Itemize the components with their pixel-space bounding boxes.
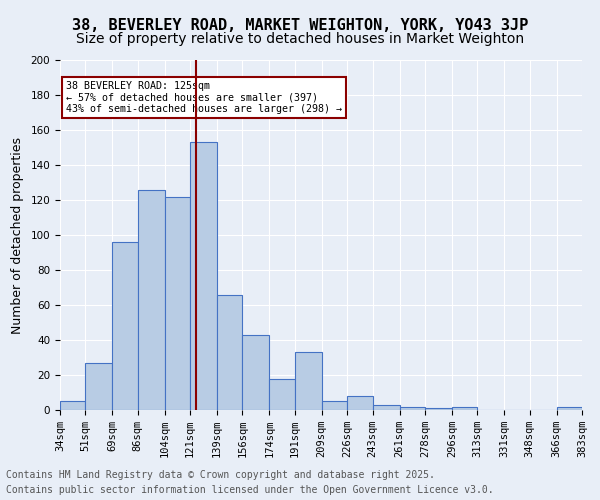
Bar xyxy=(322,401,347,410)
Text: 38 BEVERLEY ROAD: 125sqm
← 57% of detached houses are smaller (397)
43% of semi-: 38 BEVERLEY ROAD: 125sqm ← 57% of detach… xyxy=(66,81,342,114)
Bar xyxy=(242,335,269,410)
Bar xyxy=(452,406,478,410)
Bar xyxy=(295,352,322,410)
Bar xyxy=(373,405,400,410)
Bar xyxy=(60,401,85,410)
Bar xyxy=(400,406,425,410)
Bar xyxy=(557,406,582,410)
Text: Size of property relative to detached houses in Market Weighton: Size of property relative to detached ho… xyxy=(76,32,524,46)
Text: 38, BEVERLEY ROAD, MARKET WEIGHTON, YORK, YO43 3JP: 38, BEVERLEY ROAD, MARKET WEIGHTON, YORK… xyxy=(72,18,528,32)
Bar xyxy=(347,396,373,410)
Bar xyxy=(190,142,217,410)
Text: Contains HM Land Registry data © Crown copyright and database right 2025.: Contains HM Land Registry data © Crown c… xyxy=(6,470,435,480)
Bar xyxy=(138,190,164,410)
Bar xyxy=(164,196,190,410)
Y-axis label: Number of detached properties: Number of detached properties xyxy=(11,136,23,334)
Bar xyxy=(217,294,242,410)
Bar xyxy=(112,242,138,410)
Bar xyxy=(425,408,452,410)
Text: Contains public sector information licensed under the Open Government Licence v3: Contains public sector information licen… xyxy=(6,485,494,495)
Bar xyxy=(85,363,112,410)
Bar xyxy=(269,378,295,410)
